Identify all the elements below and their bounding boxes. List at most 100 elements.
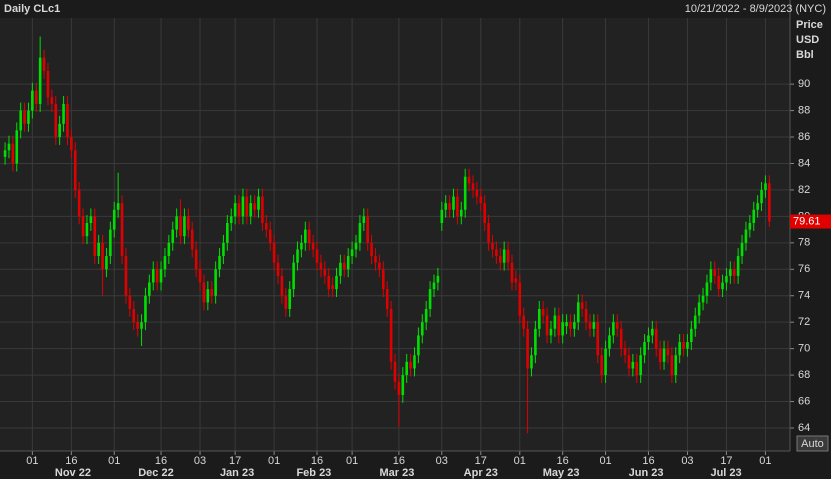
candles [3, 36, 771, 434]
auto-button[interactable]: Auto [796, 435, 829, 452]
month-label: Nov 22 [55, 467, 91, 479]
candle-body [163, 256, 167, 270]
month-label: Mar 23 [380, 467, 415, 479]
candle-body [588, 322, 592, 329]
y-tick-label: 72 [798, 316, 810, 328]
candle-body [682, 342, 685, 349]
candle-body [346, 256, 350, 270]
candle-body [705, 282, 709, 296]
candle-body [569, 322, 572, 329]
candle-body [643, 342, 646, 356]
x-tick-label: 16 [557, 455, 569, 467]
candle-body [752, 209, 756, 223]
candle-body [424, 308, 428, 323]
candle-body [155, 269, 159, 283]
candle-body [140, 322, 143, 329]
candle-body [81, 216, 85, 237]
candle-body [7, 143, 11, 151]
candle-body [73, 150, 77, 190]
month-label: Jun 23 [629, 467, 664, 479]
candle-body [690, 328, 693, 343]
candle-body [557, 315, 561, 336]
candle-body [202, 282, 206, 303]
candle-body [343, 262, 346, 270]
candle-body [42, 57, 46, 71]
y-tick-label: 74 [798, 290, 810, 302]
candle-body [397, 381, 401, 395]
candle-body [483, 203, 486, 223]
candle-body [241, 196, 245, 217]
candle-body [514, 278, 518, 283]
candle-body [526, 328, 529, 369]
candle-body [46, 70, 50, 98]
candle-body [307, 229, 311, 243]
candle-body [713, 269, 717, 276]
candle-body [206, 289, 210, 303]
candle-body [350, 249, 354, 257]
candle-body [27, 110, 30, 124]
x-tick-label: 03 [194, 455, 206, 467]
candle-body [748, 222, 752, 230]
candle-body [261, 196, 264, 223]
candle-body [128, 295, 132, 309]
candle-body [654, 328, 658, 349]
button-label[interactable]: Auto [801, 438, 824, 450]
candle-body [631, 361, 635, 369]
y-tick-label: 78 [798, 237, 810, 249]
candle-body [109, 229, 112, 257]
candle-body [627, 355, 631, 369]
candle-body [210, 289, 214, 296]
month-label: Apr 23 [464, 467, 498, 479]
candle-body [448, 203, 451, 210]
last-price-box [790, 214, 831, 229]
candle-body [475, 189, 479, 197]
candle-body [401, 375, 405, 395]
candle-body [132, 308, 136, 323]
candle-body [717, 275, 720, 290]
candle-body [276, 262, 280, 276]
candle-body [428, 289, 432, 309]
x-tick-label: 16 [642, 455, 654, 467]
candle-body [265, 222, 268, 230]
candle-body [31, 90, 34, 111]
candle-body [179, 216, 182, 237]
candle-body [518, 282, 522, 316]
candle-body [444, 203, 447, 210]
candle-body [678, 342, 681, 356]
candle-body [222, 242, 225, 257]
month-label: Jan 23 [220, 467, 254, 479]
month-label: Feb 23 [296, 467, 331, 479]
candle-body [237, 203, 241, 217]
candle-body [354, 242, 358, 250]
candle-body [432, 282, 436, 290]
candle-body [151, 269, 155, 283]
y-tick-label: 84 [798, 157, 810, 169]
candle-body [358, 222, 362, 243]
candle-body [658, 348, 662, 362]
x-tick-label: 01 [514, 455, 526, 467]
candle-body [331, 285, 334, 290]
candle-body [740, 242, 744, 257]
candle-body [725, 275, 728, 283]
candle-body [701, 295, 705, 303]
button-frame[interactable] [796, 435, 829, 452]
y-tick-label: 66 [798, 395, 810, 407]
y-tick-label: 64 [798, 422, 810, 434]
candle-body [729, 269, 732, 276]
candle-body [463, 176, 467, 210]
candle-body [214, 269, 217, 296]
candle-body [124, 256, 128, 296]
x-tick-label: 01 [268, 455, 280, 467]
candle-body [116, 203, 120, 210]
candle-body [565, 322, 568, 327]
x-tick-label: 01 [346, 455, 358, 467]
candle-body [198, 269, 202, 283]
candle-body [389, 308, 393, 362]
candle-body [456, 196, 459, 217]
candle-body [268, 229, 272, 243]
candle-body [304, 229, 307, 243]
candle-body [144, 295, 147, 323]
month-label: Jul 23 [710, 467, 741, 479]
x-tick-label: 16 [393, 455, 405, 467]
candle-body [413, 355, 416, 369]
